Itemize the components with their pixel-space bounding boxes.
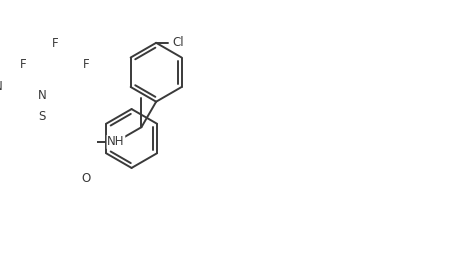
Text: F: F xyxy=(20,58,27,71)
Text: F: F xyxy=(52,37,58,50)
Text: S: S xyxy=(39,110,46,123)
Text: N: N xyxy=(0,81,2,93)
Text: NH: NH xyxy=(107,135,125,148)
Text: N: N xyxy=(38,89,47,102)
Text: F: F xyxy=(83,58,90,71)
Text: Cl: Cl xyxy=(172,36,184,49)
Text: O: O xyxy=(82,172,91,185)
